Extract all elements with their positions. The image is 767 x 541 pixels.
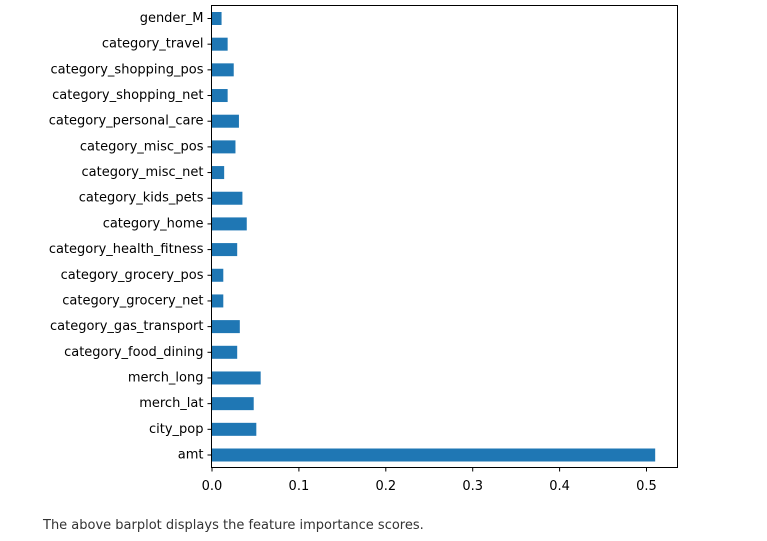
bar-category-health-fitness (212, 243, 238, 257)
y-tick-label: category_health_fitness (49, 242, 204, 257)
y-tick-label: category_misc_pos (80, 139, 204, 154)
bar-merch-lat (212, 397, 254, 411)
y-tick-label: category_misc_net (82, 165, 204, 180)
bar-category-grocery-net (212, 294, 224, 308)
y-tick-labels: amt city_pop merch_lat merch_long category_f… (49, 11, 212, 463)
y-tick-label: city_pop (149, 422, 204, 437)
bar-category-shopping-pos (212, 63, 234, 77)
bar-category-shopping-net (212, 89, 228, 103)
x-tick-label: 0.0 (202, 479, 223, 494)
x-ticks: 0.0 0.1 0.2 0.3 0.4 0.5 (202, 467, 657, 494)
y-tick-label: category_food_dining (64, 345, 203, 360)
y-tick-label: category_personal_care (49, 114, 204, 129)
bar-category-misc-net (212, 166, 225, 180)
x-tick-label: 0.4 (549, 479, 570, 494)
bar-category-misc-pos (212, 140, 236, 154)
y-tick-label: merch_long (128, 370, 204, 385)
y-tick-label: merch_lat (139, 396, 203, 411)
feature-importance-chart: amt city_pop merch_lat merch_long category_f… (49, 5, 678, 494)
bar-gender-M (212, 12, 222, 25)
y-tick-label: category_travel (102, 37, 204, 52)
bar-merch-long (212, 371, 261, 385)
y-tick-label: category_shopping_pos (50, 62, 203, 77)
x-tick-label: 0.2 (375, 479, 396, 494)
y-tick-label: gender_M (140, 11, 204, 26)
x-tick-label: 0.5 (636, 479, 657, 494)
bar-category-personal-care (212, 114, 239, 128)
bar-category-gas-transport (212, 320, 240, 334)
y-tick-label: category_grocery_pos (61, 268, 204, 283)
y-tick-label: category_gas_transport (50, 319, 204, 334)
chart-caption: The above barplot displays the feature i… (43, 518, 424, 533)
x-tick-label: 0.3 (462, 479, 483, 494)
y-tick-label: category_kids_pets (79, 191, 204, 206)
y-tick-label: category_shopping_net (52, 88, 203, 103)
plot-frame (211, 5, 678, 468)
bar-category-travel (212, 37, 228, 51)
bar-category-kids-pets (212, 191, 243, 205)
y-tick-label: category_home (103, 216, 204, 231)
bar-city-pop (212, 422, 257, 436)
bar-category-home (212, 217, 247, 231)
bar-category-grocery-pos (212, 268, 224, 282)
x-tick-label: 0.1 (289, 479, 310, 494)
bar-amt (212, 448, 656, 462)
y-tick-label: category_grocery_net (62, 293, 203, 308)
bars-group (212, 12, 656, 462)
y-tick-label: amt (178, 448, 204, 463)
bar-category-food-dining (212, 345, 238, 359)
